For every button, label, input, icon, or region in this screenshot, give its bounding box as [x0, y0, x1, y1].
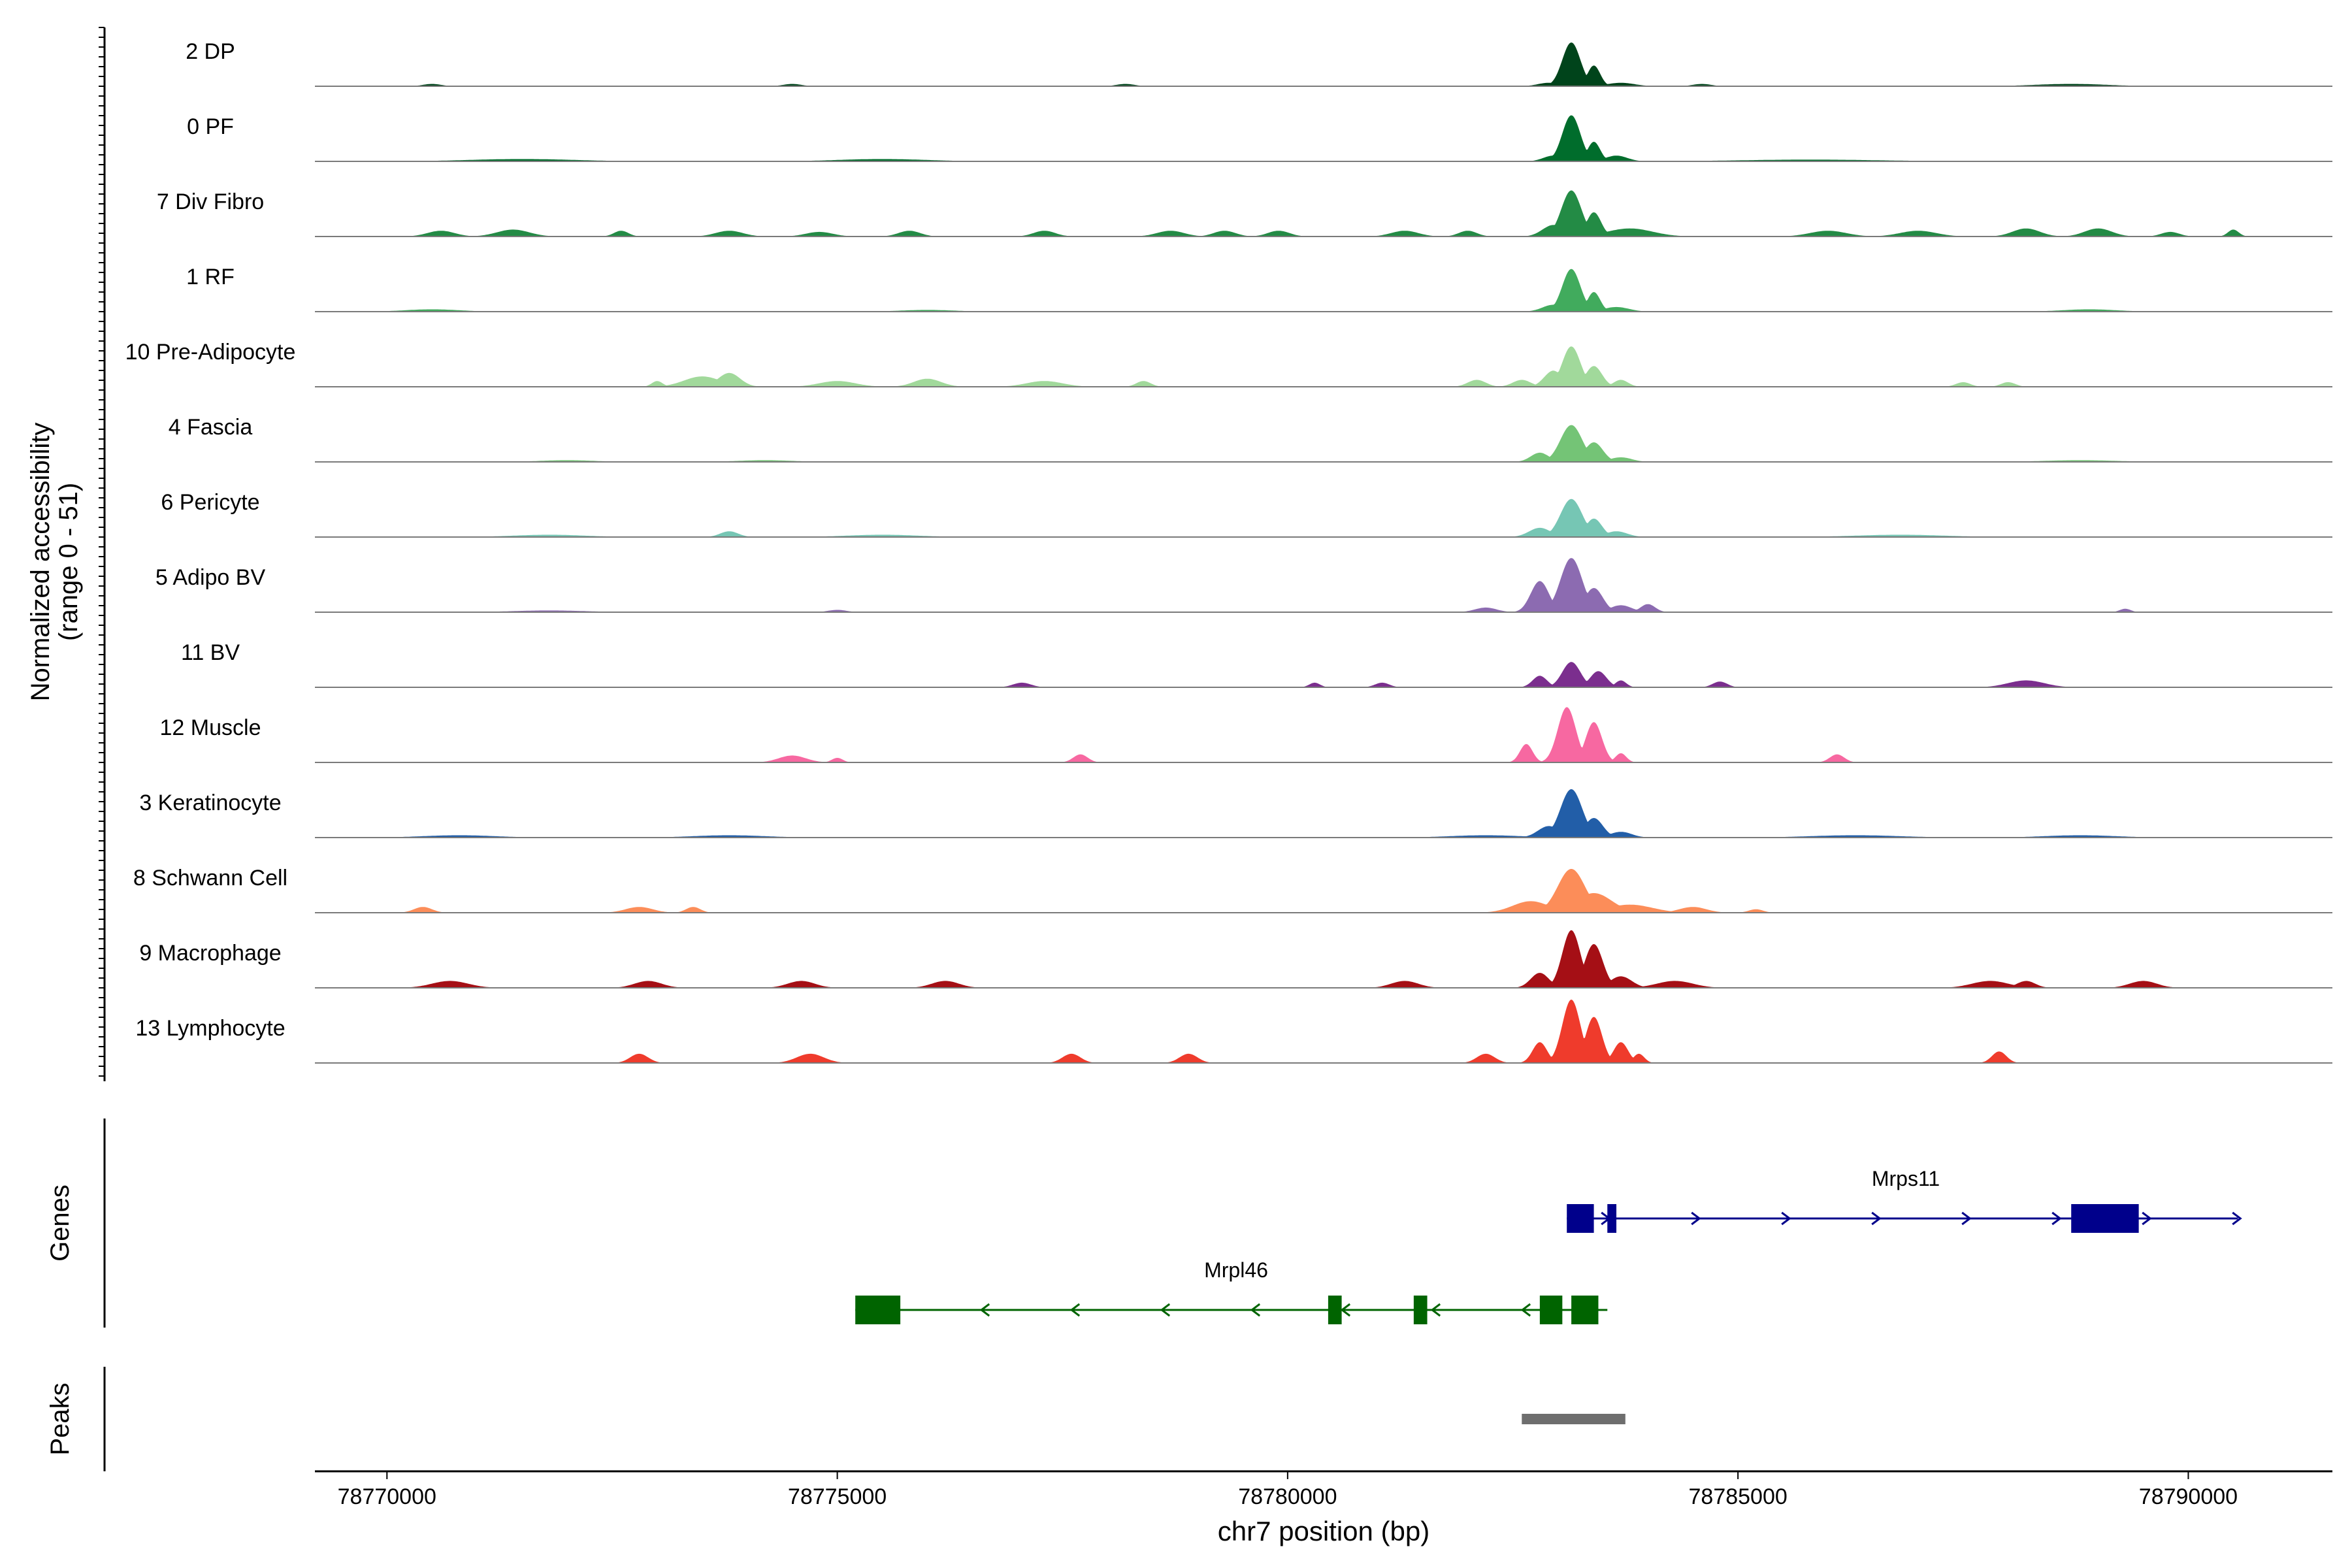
- track-coverage-area: [315, 190, 2332, 237]
- track-6: 4 Fascia: [169, 415, 2332, 463]
- gene-strand-arrow: [2232, 1211, 2242, 1226]
- track-coverage-area: [315, 662, 2332, 687]
- gene-name-label: Mrps11: [1872, 1167, 1940, 1190]
- track-label: 1 RF: [186, 265, 235, 289]
- gene-strand-arrow: [1340, 1303, 1351, 1317]
- track-label: 13 Lymphocyte: [135, 1016, 285, 1041]
- track-2: 0 PF: [187, 114, 2332, 162]
- track-label: 5 Adipo BV: [155, 565, 266, 590]
- track-coverage-area: [315, 42, 2332, 86]
- gene-strand-arrow: [1520, 1303, 1531, 1317]
- track-coverage-area: [315, 115, 2332, 161]
- peak-region-bar: [1522, 1414, 1625, 1424]
- track-12: 8 Schwann Cell: [133, 866, 2332, 913]
- track-coverage-area: [315, 558, 2332, 612]
- gene-strand-arrow: [1781, 1211, 1791, 1226]
- x-axis-label: chr7 position (bp): [1218, 1516, 1430, 1546]
- gene-strand-arrow: [1961, 1211, 1972, 1226]
- track-label: 0 PF: [187, 114, 234, 139]
- track-9: 11 BV: [181, 640, 2332, 688]
- gene-strand-arrow: [1691, 1211, 1701, 1226]
- accessibility-tracks: 2 DP 0 PF 7 Div Fibro 1 RF 10 Pre-Adipocyte 4…: [125, 39, 2332, 1064]
- gene-exon: [1571, 1296, 1599, 1324]
- gene-exon: [1328, 1296, 1342, 1324]
- gene-annotation-track: Mrps11 Mrpl46: [855, 1167, 2242, 1324]
- track-coverage-area: [315, 930, 2332, 988]
- track-8: 5 Adipo BV: [155, 558, 2332, 613]
- track-4: 1 RF: [186, 265, 2332, 312]
- track-label: 11 BV: [181, 640, 240, 665]
- gene-exon: [855, 1296, 901, 1324]
- track-label: 7 Div Fibro: [157, 189, 264, 214]
- track-label: 3 Keratinocyte: [139, 791, 281, 815]
- peaks-label: Peaks: [46, 1382, 74, 1455]
- track-coverage-area: [315, 346, 2332, 387]
- track-coverage-area: [315, 789, 2332, 838]
- track-label: 6 Pericyte: [161, 490, 259, 515]
- track-coverage-area: [315, 1000, 2332, 1063]
- gene-strand-arrow: [1160, 1303, 1171, 1317]
- gene-exon: [1607, 1204, 1617, 1233]
- track-11: 3 Keratinocyte: [139, 789, 2332, 838]
- track-3: 7 Div Fibro: [157, 189, 2332, 237]
- track-7: 6 Pericyte: [161, 490, 2332, 538]
- track-5: 10 Pre-Adipocyte: [125, 340, 2332, 387]
- x-tick-label: 78770000: [338, 1484, 436, 1509]
- gene-exon: [2071, 1204, 2139, 1233]
- gene-strand-arrow: [979, 1303, 990, 1317]
- track-label: 2 DP: [186, 39, 235, 64]
- gene-mrpl46: Mrpl46: [855, 1258, 1608, 1324]
- gene-strand-arrow: [1070, 1303, 1081, 1317]
- track-1: 2 DP: [186, 39, 2332, 87]
- track-coverage-area: [315, 707, 2332, 762]
- gene-strand-arrow: [2142, 1211, 2152, 1226]
- gene-exon: [1539, 1296, 1563, 1324]
- track-label: 4 Fascia: [169, 415, 253, 440]
- track-label: 9 Macrophage: [139, 941, 281, 966]
- track-10: 12 Muscle: [160, 707, 2332, 763]
- track-13: 9 Macrophage: [139, 930, 2332, 988]
- x-tick-label: 78790000: [2139, 1484, 2238, 1509]
- gene-strand-arrow: [1871, 1211, 1882, 1226]
- track-coverage-area: [315, 498, 2332, 537]
- gene-strand-arrow: [2051, 1211, 2062, 1226]
- gene-strand-arrow: [1250, 1303, 1261, 1317]
- x-tick-label: 78775000: [788, 1484, 887, 1509]
- x-tick-label: 78780000: [1238, 1484, 1337, 1509]
- gene-exon: [1413, 1296, 1428, 1324]
- track-coverage-area: [315, 269, 2332, 312]
- y-axis-label-line2: (range 0 - 51): [54, 483, 83, 641]
- track-label: 8 Schwann Cell: [133, 866, 287, 890]
- peak-track: [1522, 1414, 1625, 1424]
- track-14: 13 Lymphocyte: [135, 1000, 2332, 1064]
- y-axis-label-line1: Normalized accessibility: [26, 423, 55, 702]
- track-coverage-area: [315, 869, 2332, 913]
- x-tick-label: 78785000: [1689, 1484, 1788, 1509]
- track-coverage-area: [315, 425, 2332, 462]
- gene-exon: [1567, 1204, 1594, 1233]
- gene-name-label: Mrpl46: [1204, 1258, 1268, 1282]
- axes: Normalized accessibility (range 0 - 51) …: [26, 27, 2332, 1546]
- genes-label: Genes: [46, 1184, 74, 1262]
- gene-mrps11: Mrps11: [1567, 1167, 2242, 1233]
- track-label: 10 Pre-Adipocyte: [125, 340, 296, 365]
- track-label: 12 Muscle: [160, 715, 261, 740]
- gene-strand-arrow: [1430, 1303, 1441, 1317]
